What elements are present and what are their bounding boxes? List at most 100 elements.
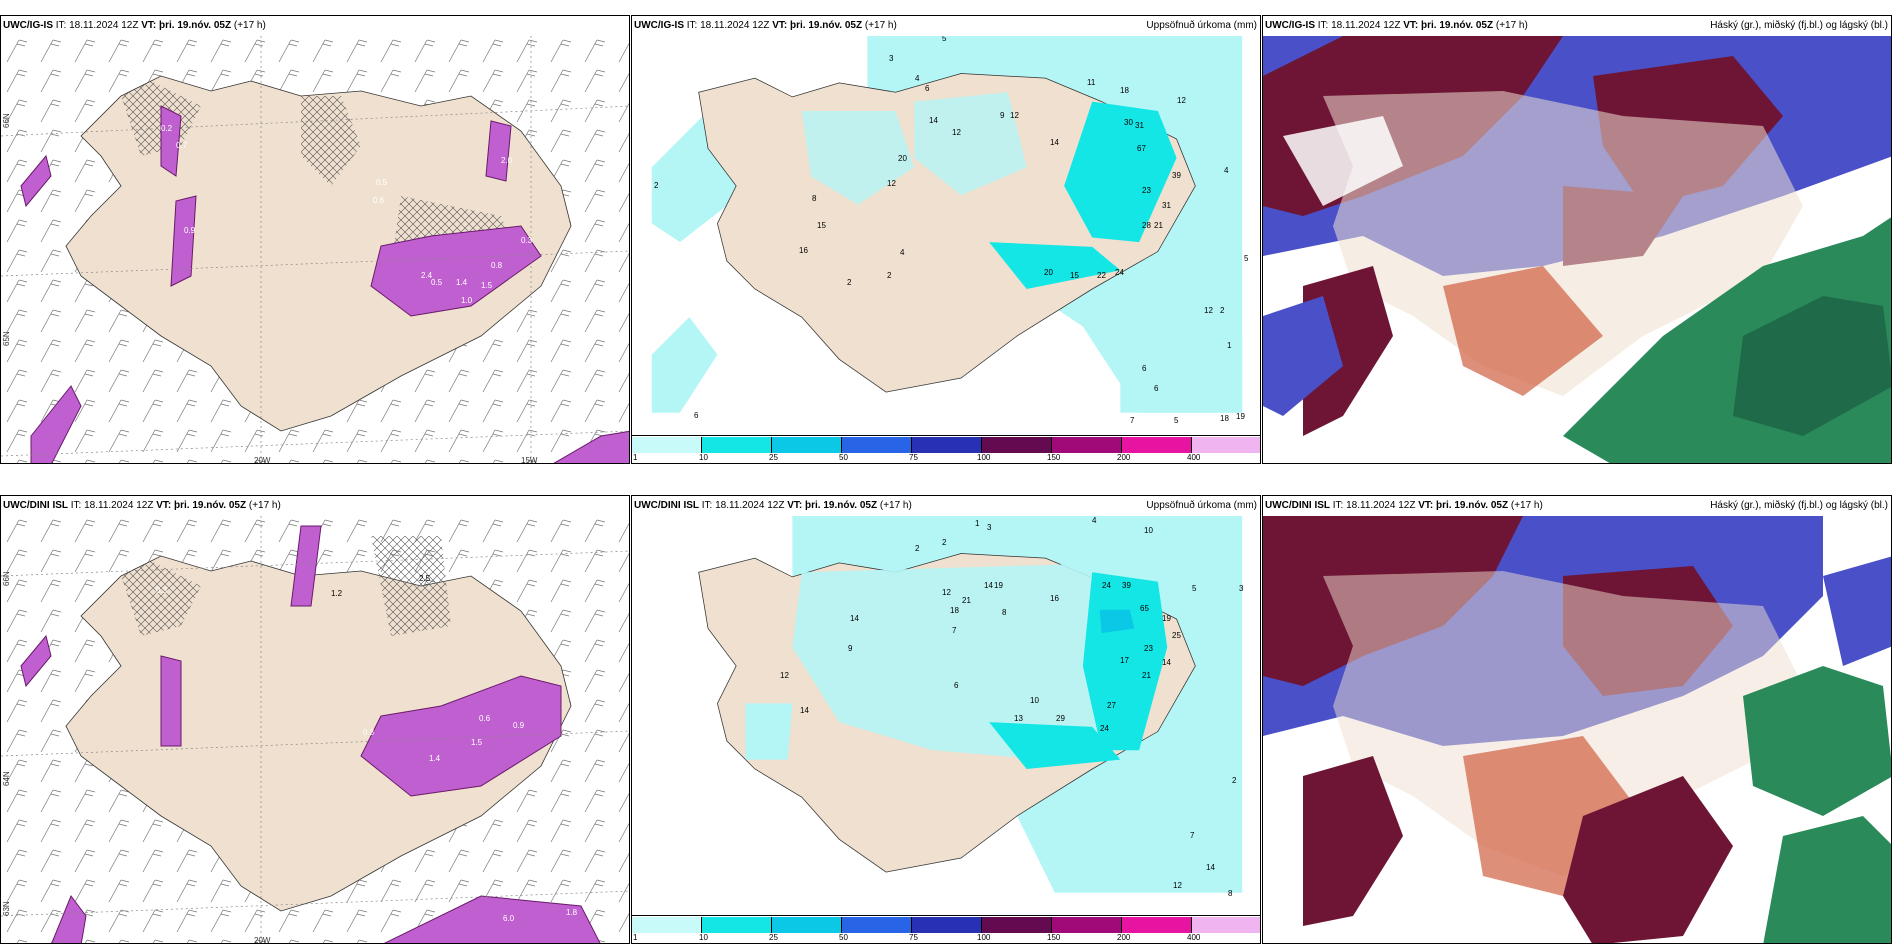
precip-map: [651, 516, 1243, 893]
precip-value: 8: [1002, 608, 1007, 617]
colorbar-tick: 50: [839, 453, 848, 462]
model-name: UWC/DINI ISL: [1265, 500, 1330, 511]
precip-value: 67: [1137, 144, 1146, 153]
precip-value: 28: [1142, 221, 1151, 230]
panel-header: UWC/DINI ISL IT: 18.11.2024 12Z VT: þri.…: [1263, 496, 1891, 516]
lead-time: (+17 h): [879, 500, 912, 511]
model-name: UWC/IG-IS: [3, 20, 53, 31]
colorbar-swatch: [1122, 437, 1192, 453]
snow-value: 0.2: [161, 124, 173, 133]
colorbar-tick: 100: [977, 453, 991, 462]
precip-value: 2: [915, 544, 920, 553]
colorbar-tick: 150: [1047, 453, 1061, 462]
colorbar-swatch: [702, 437, 772, 453]
precip-value: 31: [1135, 121, 1144, 130]
precip-value: 19: [994, 581, 1003, 590]
precip-value: 2: [847, 278, 852, 287]
it-label: IT:: [701, 500, 713, 511]
precip-value: 12: [1204, 306, 1213, 315]
precip-value: 21: [1142, 671, 1151, 680]
colorbar-swatch: [912, 917, 982, 933]
precip-value: 30: [1124, 118, 1133, 127]
colorbar-swatch: [1192, 917, 1260, 933]
snow-value: 1.4: [429, 754, 441, 763]
precip-value: 14: [800, 706, 809, 715]
colorbar-swatch: [1052, 437, 1122, 453]
model-name: UWC/IG-IS: [634, 20, 684, 31]
valid-time: þri. 19.nóv. 05Z: [1421, 20, 1494, 31]
init-time: 18.11.2024 12Z: [84, 500, 154, 511]
precip-value: 6: [1142, 364, 1147, 373]
snow-value: 6.0: [503, 914, 515, 923]
precip-value: 5: [1192, 584, 1197, 593]
precip-value: 12: [780, 671, 789, 680]
lat-label: 66N: [2, 113, 11, 128]
precip-value: 5: [1174, 416, 1179, 425]
precip-value: 4: [900, 248, 905, 257]
lat-label: 63N: [2, 901, 11, 916]
precip-value: 31: [1162, 201, 1171, 210]
precip-value: 15: [817, 221, 826, 230]
colorbar-swatch: [842, 437, 912, 453]
map-panel-precip-igis: UWC/IG-IS IT: 18.11.2024 12Z VT: þri. 19…: [631, 15, 1261, 464]
precip-value: 3: [889, 54, 894, 63]
field-title: Háský (gr.), miðský (fj.bl.) og lágský (…: [1710, 20, 1888, 31]
precip-value: 9: [1000, 111, 1005, 120]
snow-value: 0.5: [431, 278, 443, 287]
colorbar-swatch: [982, 437, 1052, 453]
colorbar-swatch: [772, 917, 842, 933]
iceland-land: [65, 75, 572, 432]
precip-value: 24: [1115, 268, 1124, 277]
precip-value: 1: [1227, 341, 1232, 350]
lead-time: (+17 h): [1510, 500, 1543, 511]
precip-value: 19: [1236, 412, 1245, 421]
model-name: UWC/DINI ISL: [634, 500, 699, 511]
snow-value: 0.3: [521, 236, 533, 245]
precip-value: 25: [1172, 631, 1181, 640]
precip-value: 18: [1120, 86, 1129, 95]
precip-value: 13: [1014, 714, 1023, 723]
precip-value: 16: [1050, 594, 1059, 603]
vt-label: VT:: [141, 20, 157, 31]
colorbar: 1 10 25 50 75 100 150 200 400: [632, 915, 1260, 943]
precip-value: 6: [954, 681, 959, 690]
precip-value: 14: [984, 581, 993, 590]
lat-label: 64N: [2, 771, 11, 786]
precip-value: 4: [1092, 516, 1097, 525]
it-label: IT:: [1332, 500, 1344, 511]
colorbar-swatch: [1192, 437, 1260, 453]
precip-value: 12: [952, 128, 961, 137]
precip-value: 2: [654, 181, 659, 190]
panel-header: UWC/IG-IS IT: 18.11.2024 12Z VT: þri. 19…: [632, 16, 1260, 36]
precip-value: 11: [1087, 78, 1096, 87]
lat-label: 66N: [2, 571, 11, 586]
precip-value: 21: [1154, 221, 1163, 230]
precip-value: 3: [1239, 584, 1244, 593]
map-panel-cloud-dini: UWC/DINI ISL IT: 18.11.2024 12Z VT: þri.…: [1262, 495, 1892, 944]
vt-label: VT:: [787, 500, 803, 511]
precip-value: 14: [929, 116, 938, 125]
precip-value: 14: [1162, 658, 1171, 667]
snow-value: 0.7: [176, 141, 188, 150]
model-name: UWC/IG-IS: [1265, 20, 1315, 31]
lead-time: (+17 h): [233, 20, 266, 31]
precip-value: 1: [975, 519, 980, 528]
snow-value: 0.3: [363, 728, 375, 737]
init-time: 18.11.2024 12Z: [1346, 500, 1416, 511]
precip-value: 4: [915, 74, 920, 83]
precip-value: 24: [1100, 724, 1109, 733]
snow-value: 0.5: [376, 178, 388, 187]
precip-value: 5: [942, 34, 947, 43]
colorbar-tick: 50: [839, 933, 848, 942]
precip-value: 7: [1130, 416, 1135, 425]
map-panel-cloud-igis: UWC/IG-IS IT: 18.11.2024 12Z VT: þri. 19…: [1262, 15, 1892, 464]
snow-value: 1.0: [461, 296, 473, 305]
snow-value: 1.2: [331, 589, 343, 598]
field-title: Uppsöfnuð úrkoma (mm): [1146, 20, 1257, 31]
precip-value: 27: [1107, 701, 1116, 710]
iceland-land: [65, 555, 572, 912]
precip-value: 17: [1120, 656, 1129, 665]
valid-time: þri. 19.nóv. 05Z: [805, 500, 878, 511]
it-label: IT:: [686, 20, 698, 31]
snow-value: 2.5: [419, 574, 431, 583]
